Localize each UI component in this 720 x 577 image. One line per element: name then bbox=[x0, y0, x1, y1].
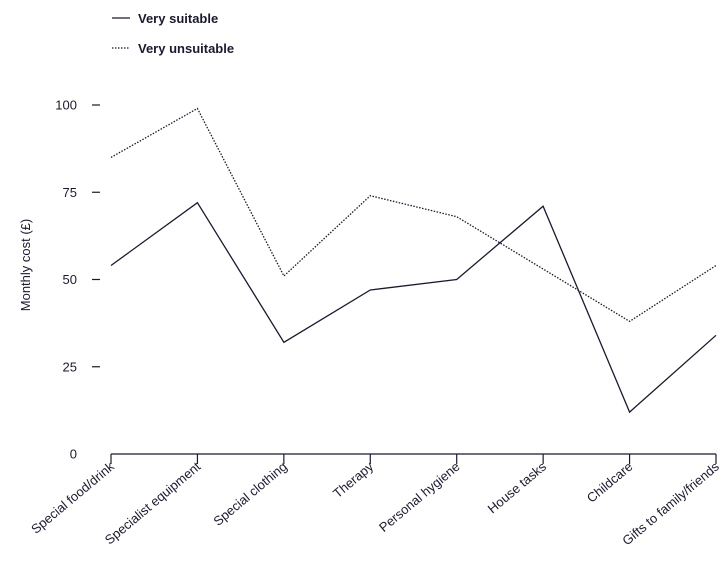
x-tick-label-special-clothing: Special clothing bbox=[210, 459, 289, 529]
x-tick-label-personal-hygiene: Personal hygiene bbox=[376, 459, 463, 535]
series-line-very-suitable bbox=[110, 201, 717, 414]
y-tick-label-100: 100 bbox=[55, 98, 77, 113]
x-tick-label-house-tasks: House tasks bbox=[485, 458, 550, 516]
legend-label-very-suitable: Very suitable bbox=[138, 11, 218, 26]
series-layer bbox=[110, 107, 717, 414]
y-axis: 0 25 50 75 100 bbox=[55, 98, 100, 462]
y-tick-label-25: 25 bbox=[63, 359, 77, 374]
y-tick-label-75: 75 bbox=[63, 185, 77, 200]
x-tick-label-childcare: Childcare bbox=[584, 459, 636, 506]
y-tick-label-0: 0 bbox=[70, 447, 77, 462]
x-tick-label-special-food-drink: Special food/drink bbox=[28, 458, 117, 536]
y-tick-label-50: 50 bbox=[63, 272, 77, 287]
legend: Very suitable Very unsuitable bbox=[112, 11, 234, 56]
x-tick-label-gifts-to-family-friends: Gifts to family/friends bbox=[619, 458, 720, 548]
x-tick-label-specialist-equipment: Specialist equipment bbox=[102, 459, 204, 548]
legend-label-very-unsuitable: Very unsuitable bbox=[138, 41, 234, 56]
series-line-very-unsuitable bbox=[110, 107, 717, 323]
x-tick-label-therapy: Therapy bbox=[330, 458, 377, 500]
y-axis-title: Monthly cost (£) bbox=[18, 219, 33, 311]
